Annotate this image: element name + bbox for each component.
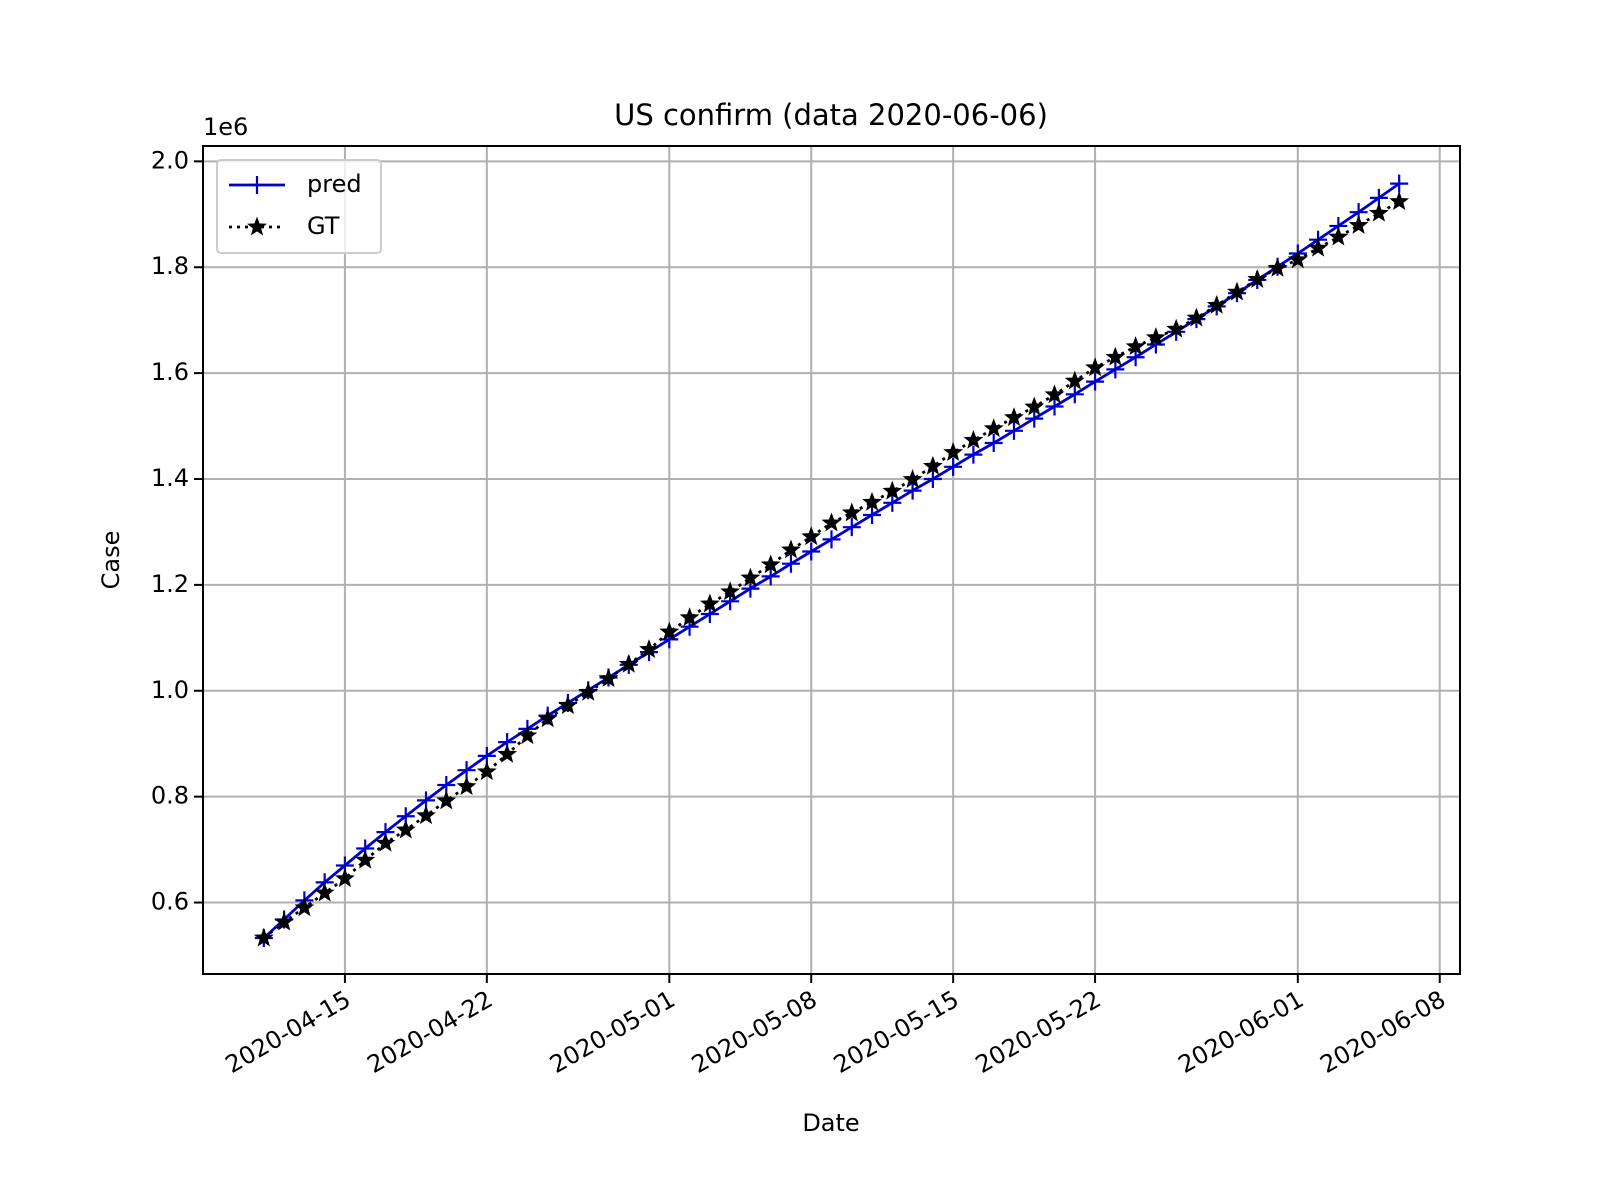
marker [416,805,436,825]
marker [497,743,518,763]
marker [436,790,457,810]
marker [781,554,800,573]
y-tick-label: 1.0 [151,676,189,704]
legend-marker [248,176,266,194]
marker [253,927,274,947]
marker [274,911,295,931]
marker [1328,226,1349,246]
marker [984,434,1003,452]
marker [1064,370,1085,390]
marker [740,567,761,587]
marker [558,695,578,715]
marker [1086,372,1105,391]
marker [1389,191,1410,211]
marker [760,554,781,574]
marker [944,457,963,476]
marker [598,668,619,688]
y-tick-label: 1.2 [151,570,189,598]
marker [456,776,477,796]
marker [335,868,355,888]
marker [903,481,922,500]
chart-title: US confirm (data 2020-06-06) [614,98,1048,132]
marker [375,832,396,852]
marker [1024,396,1045,416]
marker [1106,360,1125,379]
marker [1227,281,1247,301]
marker [1044,384,1065,404]
marker [1105,346,1126,366]
legend-label: pred [307,170,362,198]
y-tick-label: 1.4 [151,464,189,492]
y-tick-label: 1.6 [151,358,189,386]
marker [639,639,659,658]
marker [395,819,416,839]
marker [1004,421,1023,440]
marker [355,849,376,869]
marker [1348,214,1369,234]
marker [476,761,497,781]
marker [1085,357,1105,377]
marker [883,493,902,512]
marker [923,470,942,488]
marker [882,480,903,500]
marker [517,725,538,745]
marker [314,882,335,902]
marker [761,567,780,586]
marker [902,469,923,488]
marker [1126,348,1145,367]
marker [294,897,315,917]
marker [618,653,639,673]
marker [841,502,862,522]
y-tick-label: 0.6 [151,888,189,916]
marker [679,607,700,627]
marker [1145,327,1166,347]
marker [1247,268,1268,288]
marker [943,442,964,461]
marker [1390,174,1409,193]
marker [1267,257,1288,277]
marker [1308,237,1328,257]
marker [1166,318,1187,338]
marker [1206,294,1227,314]
marker [781,539,801,559]
y-tick-label: 1.8 [151,252,189,280]
y-tick-label: 0.8 [151,782,189,810]
marker [922,455,943,475]
marker [1065,385,1084,404]
marker [963,429,984,449]
marker [842,518,861,537]
y-offset-label: 1e6 [203,113,248,141]
y-tick-label: 2.0 [151,146,189,174]
marker [720,581,741,601]
legend-marker [247,216,267,236]
marker [699,593,720,613]
x-axis-label: Date [802,1109,859,1137]
marker [659,621,680,641]
marker [802,542,821,561]
marker [964,445,983,464]
marker [1287,249,1308,269]
marker [822,530,841,549]
legend: pred GT [216,159,382,254]
y-axis-label: Case [97,531,125,590]
marker [1186,307,1207,327]
marker [983,418,1004,438]
marker [863,506,882,524]
marker [1004,407,1024,427]
marker [537,708,558,728]
marker [741,579,760,598]
marker [1045,397,1064,416]
marker [1368,202,1389,222]
marker [1025,409,1044,428]
plot-frame [202,145,1461,975]
marker [821,512,842,532]
marker [457,761,476,780]
marker [862,491,882,511]
marker [1125,336,1146,356]
marker [578,681,599,701]
marker [801,526,822,546]
legend-label: GT [307,212,340,240]
